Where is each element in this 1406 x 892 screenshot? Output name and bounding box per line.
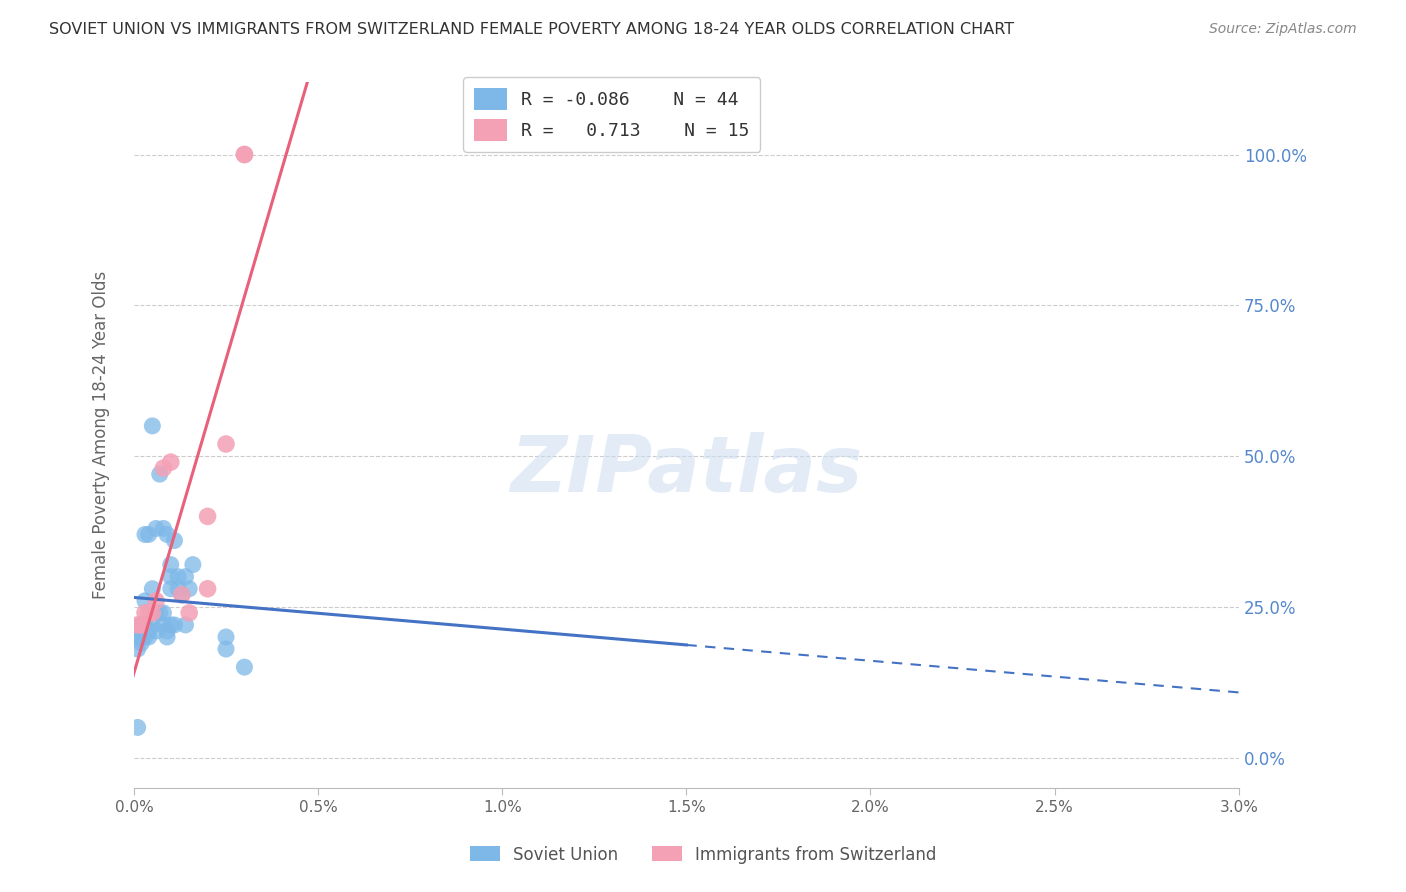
Point bbox=[138, 630, 160, 644]
Point bbox=[152, 461, 174, 475]
Point bbox=[145, 624, 167, 638]
Point bbox=[156, 624, 179, 638]
Point bbox=[127, 721, 149, 735]
Point bbox=[163, 618, 186, 632]
Point bbox=[127, 642, 149, 657]
Legend: Soviet Union, Immigrants from Switzerland: Soviet Union, Immigrants from Switzerlan… bbox=[463, 839, 943, 871]
Point bbox=[145, 521, 167, 535]
Point bbox=[179, 606, 201, 620]
Point bbox=[215, 437, 238, 451]
Point bbox=[134, 618, 156, 632]
Point bbox=[152, 618, 174, 632]
Point bbox=[149, 606, 172, 620]
Point bbox=[233, 147, 256, 161]
Point bbox=[215, 642, 238, 657]
Point bbox=[138, 624, 160, 638]
Point bbox=[141, 418, 163, 433]
Point bbox=[179, 582, 201, 596]
Point bbox=[131, 636, 153, 650]
Point bbox=[167, 582, 190, 596]
Point bbox=[149, 467, 172, 482]
Point bbox=[134, 630, 156, 644]
Text: SOVIET UNION VS IMMIGRANTS FROM SWITZERLAND FEMALE POVERTY AMONG 18-24 YEAR OLDS: SOVIET UNION VS IMMIGRANTS FROM SWITZERL… bbox=[49, 22, 1014, 37]
Point bbox=[159, 569, 181, 583]
Point bbox=[131, 618, 153, 632]
Point bbox=[138, 527, 160, 541]
Legend: R = -0.086    N = 44, R =   0.713    N = 15: R = -0.086 N = 44, R = 0.713 N = 15 bbox=[464, 77, 761, 152]
Point bbox=[145, 606, 167, 620]
Point bbox=[167, 569, 190, 583]
Point bbox=[159, 618, 181, 632]
Point bbox=[131, 630, 153, 644]
Point bbox=[197, 509, 219, 524]
Text: ZIPatlas: ZIPatlas bbox=[510, 433, 862, 508]
Point bbox=[181, 558, 204, 572]
Point bbox=[197, 582, 219, 596]
Point bbox=[127, 630, 149, 644]
Point bbox=[233, 147, 256, 161]
Y-axis label: Female Poverty Among 18-24 Year Olds: Female Poverty Among 18-24 Year Olds bbox=[93, 271, 110, 599]
Point bbox=[134, 527, 156, 541]
Point bbox=[141, 582, 163, 596]
Point bbox=[134, 594, 156, 608]
Point bbox=[131, 624, 153, 638]
Point bbox=[159, 558, 181, 572]
Point bbox=[159, 455, 181, 469]
Point bbox=[152, 606, 174, 620]
Text: Source: ZipAtlas.com: Source: ZipAtlas.com bbox=[1209, 22, 1357, 37]
Point bbox=[215, 630, 238, 644]
Point bbox=[159, 582, 181, 596]
Point bbox=[141, 618, 163, 632]
Point bbox=[152, 521, 174, 535]
Point bbox=[174, 569, 197, 583]
Point bbox=[163, 533, 186, 548]
Point bbox=[170, 588, 193, 602]
Point bbox=[134, 606, 156, 620]
Point bbox=[131, 618, 153, 632]
Point bbox=[127, 618, 149, 632]
Point bbox=[145, 594, 167, 608]
Point bbox=[170, 588, 193, 602]
Point bbox=[138, 606, 160, 620]
Point bbox=[141, 606, 163, 620]
Point bbox=[174, 618, 197, 632]
Point bbox=[233, 660, 256, 674]
Point bbox=[156, 630, 179, 644]
Point bbox=[156, 527, 179, 541]
